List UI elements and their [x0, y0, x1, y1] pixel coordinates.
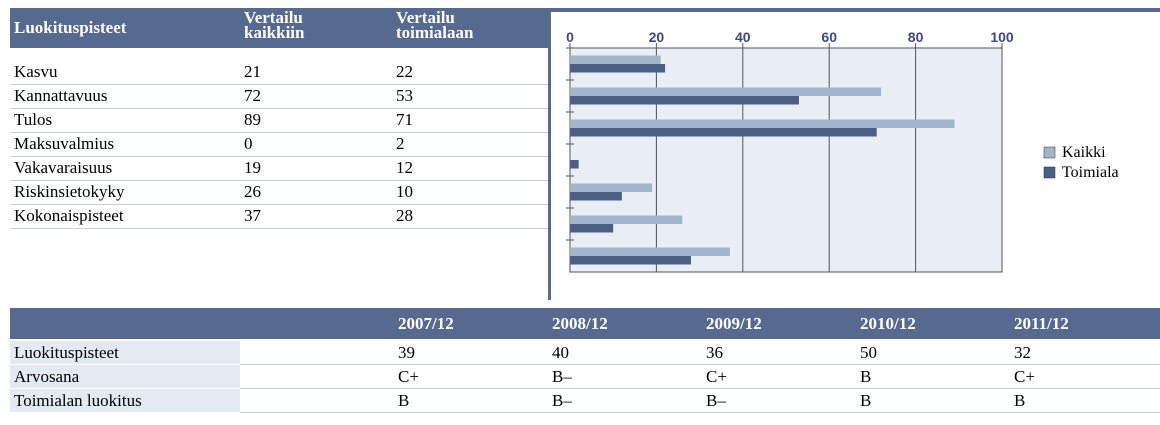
cell-value: 12	[396, 158, 413, 177]
history-value: 50	[860, 343, 877, 362]
history-column: 2010/12	[860, 308, 916, 339]
history-label-bg	[10, 389, 240, 412]
history-value: B	[1014, 391, 1026, 410]
row-line	[240, 388, 1160, 389]
history-column: 2008/12	[552, 308, 608, 339]
cell-value: 72	[244, 86, 261, 105]
history-value: B	[860, 391, 872, 410]
x-tick-label: 60	[821, 29, 837, 45]
bar	[570, 96, 799, 105]
legend-swatch	[1043, 166, 1056, 179]
history-value: C+	[706, 367, 727, 386]
history-value: B	[860, 367, 872, 386]
bar	[570, 128, 877, 137]
row-label: Riskinsietokyky	[14, 182, 125, 201]
x-tick-label: 20	[649, 29, 665, 45]
plot-area	[569, 47, 1003, 273]
history-value: 39	[398, 343, 415, 362]
row-label: Maksuvalmius	[14, 134, 115, 153]
table-header: Vertailu kaikkiin	[244, 9, 364, 41]
row-line	[10, 108, 548, 109]
history-column: 2007/12	[398, 308, 454, 339]
history-label: Arvosana	[14, 367, 80, 386]
bar	[570, 160, 579, 169]
history-value: 36	[706, 343, 723, 362]
bar	[570, 87, 882, 96]
panel-left	[548, 8, 551, 300]
cell-value: 0	[244, 134, 253, 153]
cell-value: 71	[396, 110, 413, 129]
bar	[570, 247, 730, 256]
cell-value: 26	[244, 182, 261, 201]
cell-value: 2	[396, 134, 405, 153]
row-line	[10, 132, 548, 133]
cell-value: 53	[396, 86, 413, 105]
row-line	[10, 228, 548, 229]
bar	[570, 119, 955, 128]
x-tick-label: 80	[908, 29, 924, 45]
history-value: B–	[552, 391, 572, 410]
history-label: Luokituspisteet	[14, 343, 119, 362]
history-value: C+	[1014, 367, 1035, 386]
history-column: 2011/12	[1014, 308, 1069, 339]
bar	[570, 55, 661, 64]
history-value: B–	[552, 367, 572, 386]
bar	[570, 183, 653, 192]
bar	[570, 215, 683, 224]
cell-value: 37	[244, 206, 261, 225]
legend-label: Toimiala	[1062, 164, 1119, 181]
row-label: Vakavaraisuus	[14, 158, 113, 177]
bar	[570, 224, 614, 233]
cell-value: 19	[244, 158, 261, 177]
row-line	[10, 204, 548, 205]
bar	[570, 64, 666, 73]
history-value: 32	[1014, 343, 1031, 362]
table-header: Vertailu toimialaan	[396, 9, 516, 41]
cell-value: 22	[396, 62, 413, 81]
cell-value: 28	[396, 206, 413, 225]
row-label: Kokonaispisteet	[14, 206, 124, 225]
history-label-bg	[10, 341, 240, 364]
row-line	[10, 84, 548, 85]
legend-label: Kaikki	[1062, 144, 1106, 161]
cell-value: 89	[244, 110, 261, 129]
history-value: B	[398, 391, 410, 410]
row-line	[240, 364, 1160, 365]
bar	[570, 192, 622, 201]
cell-value: 21	[244, 62, 261, 81]
row-label: Kasvu	[14, 62, 58, 81]
history-label: Toimialan luokitus	[14, 391, 142, 410]
row-label: Tulos	[14, 110, 53, 129]
table-header: Luokituspisteet	[14, 19, 234, 36]
row-label: Kannattavuus	[14, 86, 108, 105]
history-value: B–	[706, 391, 726, 410]
history-column: 2009/12	[706, 308, 762, 339]
x-tick-label: 100	[990, 29, 1014, 45]
legend-swatch	[1043, 146, 1056, 159]
bar	[570, 256, 691, 265]
history-value: 40	[552, 343, 569, 362]
panel-top	[548, 8, 1160, 12]
history-label-bg	[10, 365, 240, 388]
row-line	[10, 180, 548, 181]
row-line	[10, 156, 548, 157]
row-line	[240, 412, 1160, 413]
x-tick-label: 40	[735, 29, 751, 45]
history-value: C+	[398, 367, 419, 386]
x-tick-label: 0	[566, 29, 574, 45]
cell-value: 10	[396, 182, 413, 201]
